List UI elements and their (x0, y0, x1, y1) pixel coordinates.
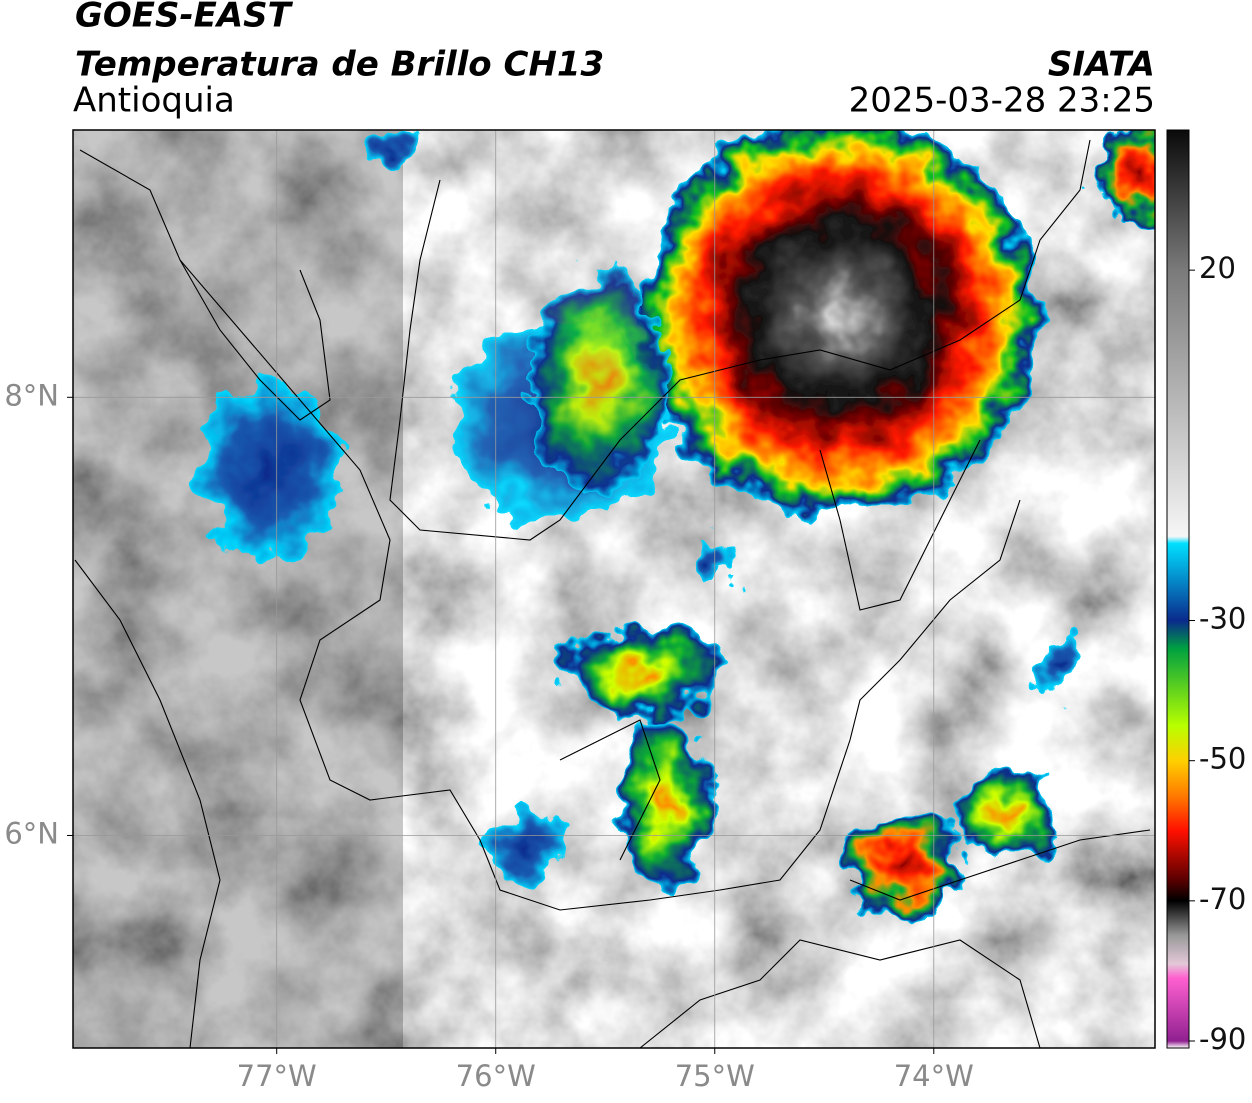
colorbar-tick-label: -70 (1199, 882, 1246, 916)
source: SIATA (1048, 45, 1155, 85)
border (849, 829, 1151, 901)
x-tick-label: 77°W (237, 1059, 317, 1093)
colorbar: 20 -30 -50 -70 -90 (1166, 129, 1246, 1056)
cell (530, 270, 670, 490)
border (79, 149, 1021, 911)
cell (365, 130, 415, 170)
cell (1033, 635, 1083, 695)
borders (74, 139, 1151, 1048)
x-tick-label: 75°W (675, 1059, 755, 1093)
coastline (74, 559, 221, 1048)
cell (1095, 130, 1155, 215)
map-frame (72, 129, 1156, 1049)
convective-cells (200, 130, 1155, 920)
cell (955, 770, 1055, 860)
colorbar-tick-label: 20 (1199, 251, 1236, 285)
colorbar-tick-label: -90 (1199, 1022, 1246, 1056)
cell (485, 810, 565, 880)
colorbar-bar (1166, 129, 1190, 1049)
cell (620, 710, 710, 890)
grid (73, 130, 1155, 1048)
cell (200, 380, 340, 560)
title: GOES-EAST (75, 0, 294, 36)
cell (688, 537, 732, 593)
cell (845, 810, 965, 920)
colorbar-tick-label: -30 (1199, 602, 1246, 636)
cell (555, 625, 725, 715)
y-tick-label: 6°N (4, 816, 59, 850)
x-tick-label: 76°W (456, 1059, 536, 1093)
border (819, 439, 981, 611)
datetime: 2025-03-28 23:25 (849, 81, 1155, 121)
coastline (179, 259, 331, 421)
y-tick-label: 8°N (4, 378, 59, 412)
colorbar-tick-label: -50 (1199, 742, 1246, 776)
region: Antioquia (73, 81, 235, 121)
border (639, 939, 1041, 1048)
satellite-image (73, 130, 1155, 1048)
border (559, 719, 661, 861)
dark-region (73, 130, 403, 1048)
border (389, 139, 1091, 541)
x-tick-label: 74°W (894, 1059, 974, 1093)
storm (640, 130, 1040, 515)
subtitle: Temperatura de Brillo CH13 (75, 45, 604, 85)
